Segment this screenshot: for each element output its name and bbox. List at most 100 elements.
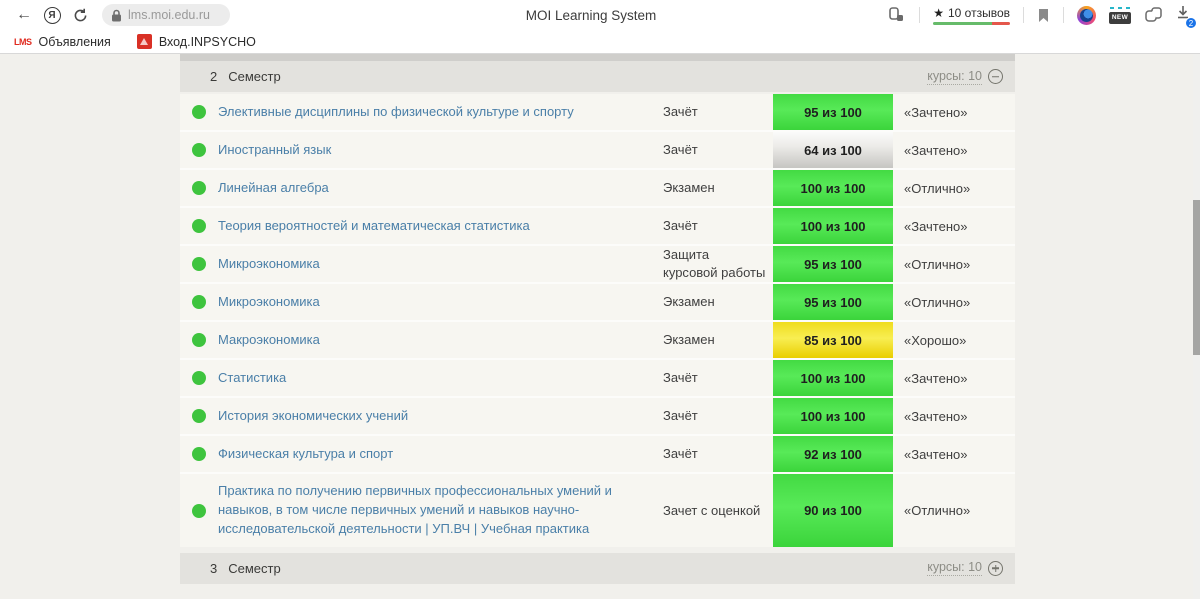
- course-link[interactable]: Иностранный язык: [218, 141, 332, 157]
- score-badge: 95 из 100: [773, 284, 893, 321]
- grade-text: «Зачтено»: [904, 446, 968, 462]
- protect-panel-icon[interactable]: [888, 7, 906, 23]
- bookmark-label: Объявления: [38, 34, 111, 49]
- table-row: Иностранный язык Зачёт 64 из 100 «Зачтен…: [180, 132, 1015, 168]
- url-text: lms.moi.edu.ru: [128, 8, 210, 22]
- course-link[interactable]: Практика по получению первичных професси…: [218, 483, 612, 537]
- inpsycho-favicon: [136, 34, 152, 49]
- exam-type: Зачёт: [663, 217, 698, 233]
- semester-collapse-control[interactable]: курсы: 10: [927, 69, 1003, 85]
- grade-text: «Отлично»: [904, 503, 971, 519]
- download-count-badge: 2: [1185, 17, 1197, 29]
- bookmark-inpsycho-login[interactable]: Вход.INPSYCHO: [136, 34, 256, 49]
- rating-bar: [933, 21, 1010, 25]
- exam-type: Защита курсовой работы: [663, 247, 766, 281]
- score-badge: 64 из 100: [773, 132, 893, 168]
- lock-icon: [112, 9, 121, 21]
- rating-label: 10 отзывов: [947, 5, 1010, 20]
- scrollbar-track[interactable]: [1193, 54, 1200, 599]
- grade-text: «Отлично»: [904, 294, 971, 310]
- course-link[interactable]: Статистика: [218, 369, 287, 385]
- status-dot-icon: [192, 295, 206, 310]
- exam-type: Зачёт: [663, 408, 698, 424]
- status-dot-icon: [192, 181, 206, 195]
- table-row: Физическая культура и спорт Зачёт 92 из …: [180, 436, 1015, 473]
- status-dot-icon: [192, 219, 206, 233]
- grade-text: «Зачтено»: [904, 370, 968, 386]
- table-row: Статистика Зачёт 100 из 100 «Зачтено»: [180, 360, 1015, 397]
- exam-type: Зачёт: [663, 141, 698, 157]
- course-link[interactable]: Линейная алгебра: [218, 179, 329, 195]
- star-icon: ★: [933, 5, 944, 20]
- bookmark-label: Вход.INPSYCHO: [158, 34, 256, 49]
- semester-label: Семестр: [228, 69, 281, 84]
- exam-type: Экзамен: [663, 179, 715, 195]
- semester-expand-control[interactable]: курсы: 10: [927, 560, 1003, 577]
- site-rating-button[interactable]: ★ 10 отзывов: [933, 6, 1010, 25]
- semester-3-header: 3 Семестр курсы: 10: [180, 552, 1015, 584]
- course-link[interactable]: Физическая культура и спорт: [218, 445, 394, 461]
- status-dot-icon: [192, 333, 206, 348]
- scrollbar-thumb[interactable]: [1193, 200, 1200, 355]
- table-row: Линейная алгебра Экзамен 100 из 100 «Отл…: [180, 170, 1015, 206]
- status-dot-icon: [192, 503, 206, 518]
- grade-text: «Зачтено»: [904, 104, 968, 120]
- semester-number: 3: [210, 560, 218, 576]
- course-link[interactable]: Теория вероятностей и математическая ста…: [218, 217, 530, 233]
- table-row: Макроэкономика Экзамен 85 из 100 «Хорошо…: [180, 322, 1015, 359]
- marquee-lights: [1110, 6, 1130, 9]
- semester-number: 2: [210, 69, 218, 84]
- yandex-home-button[interactable]: Я: [38, 3, 66, 27]
- expand-plus-icon[interactable]: [988, 560, 1003, 576]
- exam-type: Зачёт: [663, 370, 698, 386]
- score-badge: 90 из 100: [773, 474, 893, 547]
- downloads-button[interactable]: 2: [1176, 5, 1197, 29]
- extension-browser-icon[interactable]: [1077, 5, 1096, 25]
- grade-text: «Зачтено»: [904, 408, 968, 424]
- status-dot-icon: [192, 105, 206, 119]
- table-row: Практика по получению первичных професси…: [180, 474, 1015, 547]
- score-badge: 100 из 100: [773, 360, 893, 397]
- exam-type: Зачёт: [663, 446, 698, 462]
- bookmark-announcements[interactable]: LMS Объявления: [14, 35, 111, 49]
- status-dot-icon: [192, 257, 206, 272]
- course-rows: Элективные дисциплины по физической куль…: [180, 94, 1015, 547]
- refresh-button[interactable]: [66, 3, 94, 27]
- tabs-panel-icon[interactable]: [1144, 7, 1163, 23]
- bookmarks-bar: LMS Объявления Вход.INPSYCHO: [0, 30, 1200, 54]
- course-link[interactable]: Микроэкономика: [218, 255, 320, 271]
- yandex-icon: Я: [43, 6, 61, 24]
- grade-text: «Зачтено»: [904, 218, 968, 234]
- bookmark-flag-icon[interactable]: [1037, 8, 1050, 23]
- divider: [1023, 7, 1024, 23]
- exam-type: Экзамен: [663, 294, 715, 310]
- grade-text: «Хорошо»: [904, 332, 967, 348]
- extension-new-icon[interactable]: NEW: [1109, 6, 1131, 24]
- table-row: Микроэкономика Защита курсовой работы 95…: [180, 246, 1015, 283]
- status-dot-icon: [192, 447, 206, 462]
- table-row: История экономических учений Зачёт 100 и…: [180, 398, 1015, 435]
- status-dot-icon: [192, 143, 206, 157]
- address-bar[interactable]: lms.moi.edu.ru: [102, 4, 230, 26]
- divider: [919, 7, 921, 23]
- courses-count: курсы: 10: [927, 68, 982, 85]
- course-link[interactable]: Элективные дисциплины по физической куль…: [218, 103, 574, 119]
- collapse-minus-icon[interactable]: [988, 69, 1003, 84]
- table-row: Микроэкономика Экзамен 95 из 100 «Отличн…: [180, 284, 1015, 321]
- status-dot-icon: [192, 371, 206, 386]
- new-label: NEW: [1109, 11, 1131, 24]
- course-link[interactable]: История экономических учений: [218, 407, 409, 423]
- grade-text: «Отлично»: [904, 256, 971, 272]
- semester-label: Семестр: [228, 560, 281, 576]
- score-badge: 95 из 100: [773, 94, 893, 130]
- course-link[interactable]: Микроэкономика: [218, 293, 320, 309]
- exam-type: Зачет с оценкой: [663, 502, 761, 518]
- grade-text: «Зачтено»: [904, 142, 968, 158]
- back-button[interactable]: ←: [16, 6, 32, 23]
- browser-toolbar: ← Я lms.moi.edu.ru MOI Learning System ★…: [0, 0, 1200, 30]
- page-viewport: 2 Семестр курсы: 10 Элективные дисциплин…: [0, 54, 1200, 599]
- semester-2-header: 2 Семестр курсы: 10: [180, 61, 1015, 92]
- grades-table: 2 Семестр курсы: 10 Элективные дисциплин…: [180, 54, 1015, 584]
- status-dot-icon: [192, 409, 206, 424]
- course-link[interactable]: Макроэкономика: [218, 331, 320, 347]
